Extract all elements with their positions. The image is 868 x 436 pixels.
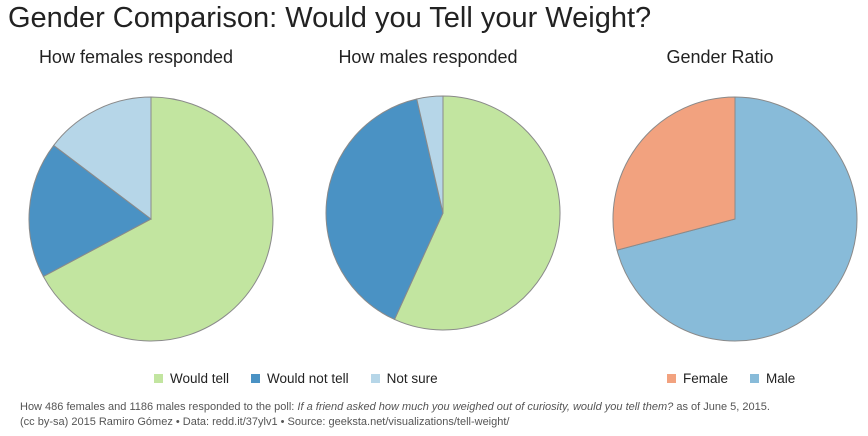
gender-legend: Female Male (667, 371, 795, 386)
caption-question: If a friend asked how much you weighed o… (297, 401, 674, 413)
legend-item-male: Male (750, 371, 795, 386)
pie-slice-not-sure (52, 96, 152, 221)
caption-line-2: (cc by-sa) 2015 Ramiro Gómez • Data: red… (20, 416, 510, 428)
legend-swatch (370, 374, 380, 383)
page-title: Gender Comparison: Would you Tell your W… (8, 2, 652, 34)
caption-line-1: How 486 females and 1186 males responded… (20, 401, 770, 413)
female-pie-title: How females responded (38, 47, 234, 67)
gender-pie-title: Gender Ratio (666, 47, 774, 67)
pie-slice-would-tell (42, 96, 274, 342)
legend-label: Would not tell (267, 371, 349, 386)
legend-item-female: Female (667, 371, 728, 386)
legend-label: Female (683, 371, 729, 386)
pie-slice-female (612, 96, 736, 251)
pie-slice-would-tell (393, 95, 561, 331)
legend-swatch (667, 374, 676, 383)
female-pie (28, 96, 274, 342)
legend-label: Would tell (170, 371, 230, 386)
pie-slice-would-not-tell (325, 98, 444, 321)
legend-swatch (251, 374, 261, 383)
legend-swatch (750, 374, 760, 383)
pie-slice-not-sure (416, 95, 444, 214)
legend-label: Not sure (386, 371, 438, 386)
legend-item-not-sure: Not sure (370, 371, 438, 386)
gender-pie (612, 96, 858, 342)
pie-slice-male (616, 96, 858, 342)
caption-text: How 486 females and 1186 males responded… (20, 401, 298, 413)
legend-label: Male (766, 371, 796, 386)
legend-item-would-not-tell: Would not tell (251, 371, 349, 386)
pie-slice-would-not-tell (28, 144, 152, 278)
caption-date: as of June 5, 2015. (673, 401, 770, 413)
response-legend: Would tell Would not tell Not sure (154, 371, 438, 386)
male-pie (325, 95, 561, 331)
legend-swatch (154, 374, 163, 383)
legend-item-would-tell: Would tell (154, 371, 229, 386)
male-pie-title: How males responded (338, 47, 518, 67)
